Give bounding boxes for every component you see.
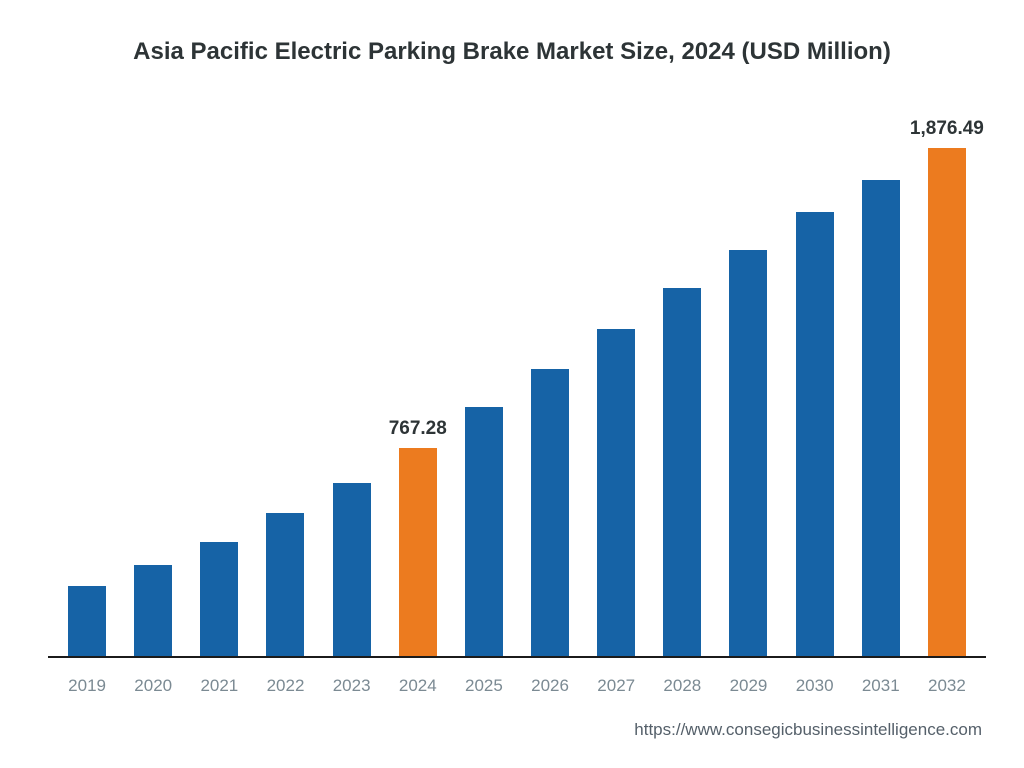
bar-2025	[465, 407, 503, 656]
bar-slot-2021	[186, 115, 252, 656]
bar-slot-2023	[319, 115, 385, 656]
x-label-2027: 2027	[583, 676, 649, 696]
x-label-2024: 2024	[385, 676, 451, 696]
bar-slot-2032: 1,876.49	[914, 115, 980, 656]
bars-group: 767.28 1,876.49	[48, 115, 986, 656]
x-axis-labels: 2019202020212022202320242025202620272028…	[48, 676, 986, 696]
bar-slot-2028	[649, 115, 715, 656]
bar-slot-2022	[252, 115, 318, 656]
bar-2031	[862, 180, 900, 656]
bar-2030	[796, 212, 834, 656]
bar-slot-2025	[451, 115, 517, 656]
bar-slot-2024: 767.28	[385, 115, 451, 656]
bar-2032	[928, 148, 966, 656]
bar-2019	[68, 586, 106, 656]
bar-slot-2030	[782, 115, 848, 656]
bar-slot-2019	[54, 115, 120, 656]
bar-2028	[663, 288, 701, 656]
x-label-2020: 2020	[120, 676, 186, 696]
bar-2021	[200, 542, 238, 656]
chart-title: Asia Pacific Electric Parking Brake Mark…	[0, 38, 1024, 66]
x-label-2022: 2022	[252, 676, 318, 696]
bar-value-label: 1,876.49	[910, 118, 984, 140]
bar-2027	[597, 329, 635, 656]
x-label-2021: 2021	[186, 676, 252, 696]
plot-area: 767.28 1,876.49	[48, 115, 986, 658]
x-label-2031: 2031	[848, 676, 914, 696]
bar-slot-2031	[848, 115, 914, 656]
x-label-2023: 2023	[319, 676, 385, 696]
bar-slot-2020	[120, 115, 186, 656]
bar-value-label: 767.28	[389, 418, 447, 440]
x-label-2019: 2019	[54, 676, 120, 696]
x-label-2025: 2025	[451, 676, 517, 696]
x-label-2028: 2028	[649, 676, 715, 696]
x-label-2030: 2030	[782, 676, 848, 696]
bar-slot-2027	[583, 115, 649, 656]
bar-2020	[134, 565, 172, 656]
x-label-2032: 2032	[914, 676, 980, 696]
source-footer: https://www.consegicbusinessintelligence…	[0, 720, 982, 740]
chart-container: Asia Pacific Electric Parking Brake Mark…	[0, 0, 1024, 768]
bar-2022	[266, 513, 304, 656]
bar-2023	[333, 483, 371, 656]
bar-2024	[399, 448, 437, 656]
bar-2026	[531, 369, 569, 656]
bar-2029	[729, 250, 767, 656]
bar-slot-2026	[517, 115, 583, 656]
x-label-2029: 2029	[715, 676, 781, 696]
bar-slot-2029	[715, 115, 781, 656]
x-label-2026: 2026	[517, 676, 583, 696]
